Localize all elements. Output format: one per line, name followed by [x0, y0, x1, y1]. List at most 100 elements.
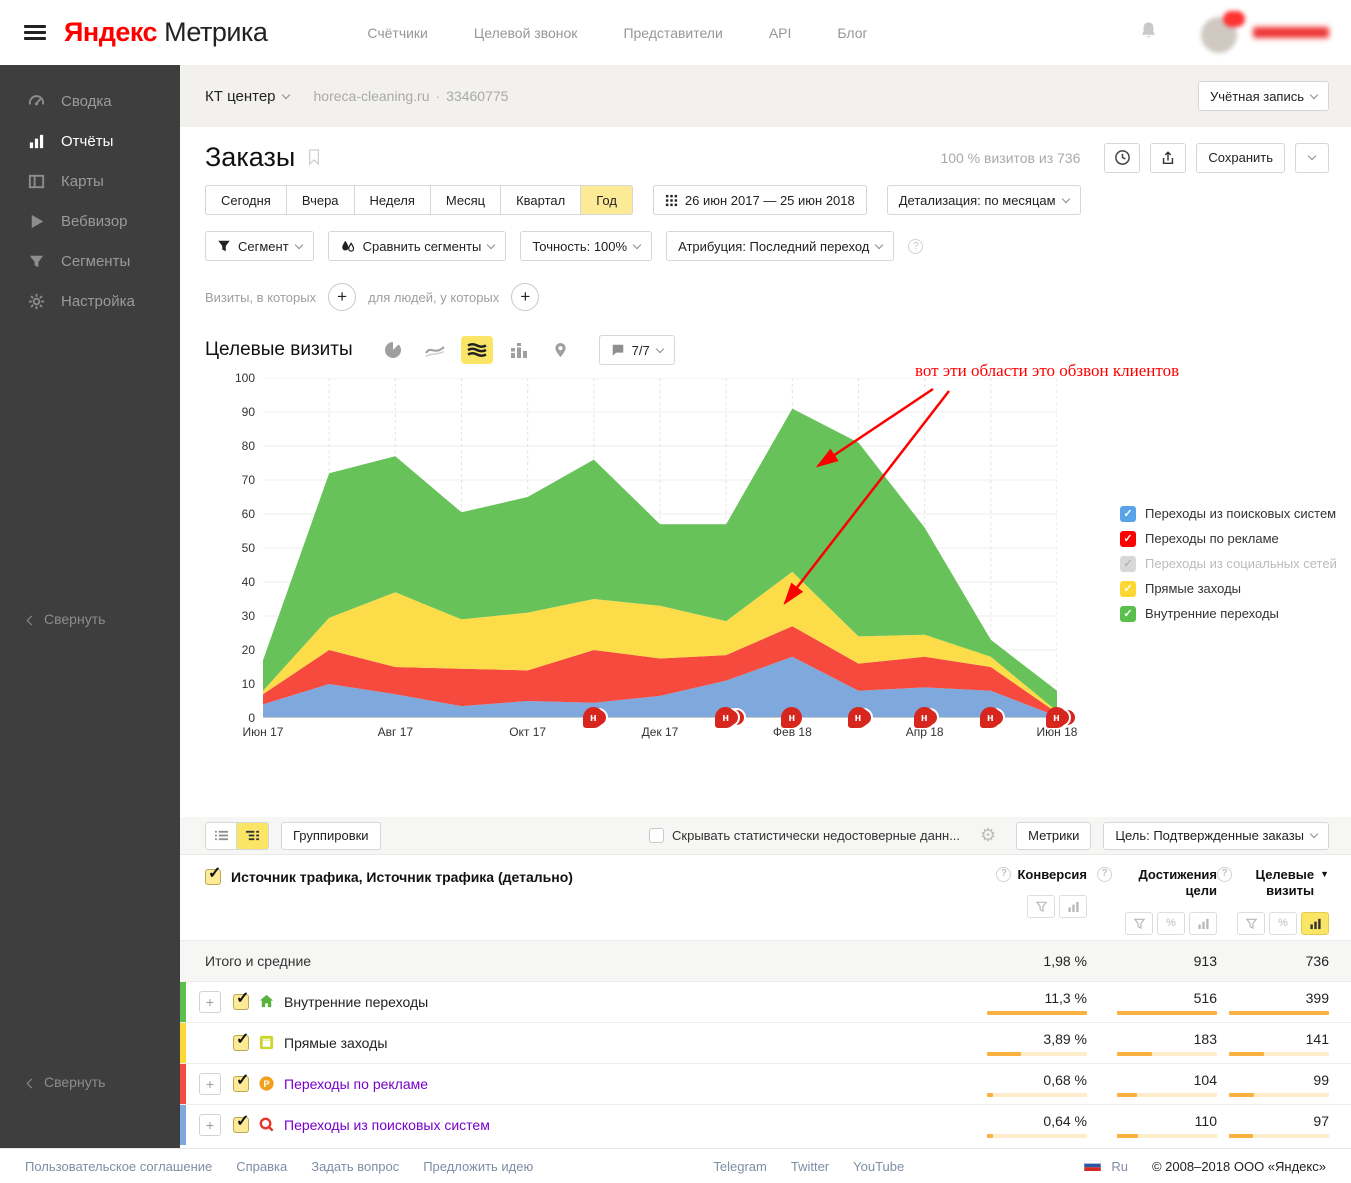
- row-label[interactable]: Переходы из поисковых систем: [284, 1117, 927, 1133]
- menu-icon[interactable]: [24, 22, 46, 44]
- footer-link-3[interactable]: Задать вопрос: [311, 1159, 399, 1174]
- comments-button[interactable]: 7/7: [599, 335, 675, 365]
- chart-note-marker-6[interactable]: н: [980, 707, 1001, 728]
- legend-checkbox[interactable]: ✓: [1120, 581, 1136, 597]
- sidebar-item-5[interactable]: Сегменты: [0, 241, 180, 281]
- legend-checkbox[interactable]: ✓: [1120, 506, 1136, 522]
- filter-tool-icon[interactable]: [1027, 895, 1055, 918]
- footer-link-1[interactable]: Пользовательское соглашение: [25, 1159, 212, 1174]
- view-list-button[interactable]: [205, 822, 237, 850]
- account-button[interactable]: Учётная запись: [1198, 81, 1329, 111]
- collapse-sidebar-button-2[interactable]: Свернуть: [28, 1074, 105, 1090]
- attribution-button[interactable]: Атрибуция: Последний переход: [666, 231, 894, 261]
- help-icon[interactable]: ?: [996, 867, 1011, 882]
- sidebar-item-1[interactable]: Сводка: [0, 81, 180, 121]
- goal-selector-button[interactable]: Цель: Подтвержденные заказы: [1103, 822, 1329, 850]
- checkbox-unchecked[interactable]: [649, 828, 664, 843]
- percent-tool-icon[interactable]: %: [1269, 912, 1297, 935]
- footer-social-2[interactable]: Twitter: [791, 1159, 829, 1174]
- date-range-button[interactable]: 26 июн 2017 — 25 июн 2018: [653, 185, 867, 215]
- compare-segments-button[interactable]: Сравнить сегменты: [328, 231, 507, 261]
- chart-type-pie-icon[interactable]: [377, 336, 409, 364]
- groupings-button[interactable]: Группировки: [281, 822, 381, 850]
- bars-tool-icon[interactable]: [1301, 912, 1329, 935]
- row-label[interactable]: Внутренние переходы: [284, 994, 927, 1010]
- legend-item-3[interactable]: ✓Переходы из социальных сетей: [1120, 555, 1337, 572]
- filter-tool-icon[interactable]: [1125, 912, 1153, 935]
- legend-checkbox[interactable]: ✓: [1120, 531, 1136, 547]
- period-button-2[interactable]: Вчера: [287, 185, 355, 215]
- add-people-condition-button[interactable]: +: [511, 283, 539, 311]
- expand-row-button[interactable]: +: [199, 991, 221, 1013]
- expand-row-button[interactable]: +: [199, 1073, 221, 1095]
- legend-checkbox[interactable]: ✓: [1120, 606, 1136, 622]
- view-tree-button[interactable]: [237, 822, 269, 850]
- period-button-3[interactable]: Неделя: [355, 185, 431, 215]
- chart-note-marker-5[interactable]: н: [914, 707, 935, 728]
- counter-selector[interactable]: КТ центер: [205, 88, 289, 105]
- nav-item-2[interactable]: Целевой звонок: [474, 25, 578, 41]
- chart-plot[interactable]: [263, 378, 1057, 718]
- nav-item-3[interactable]: Представители: [623, 25, 722, 41]
- help-icon[interactable]: ?: [1217, 867, 1232, 882]
- chart-note-marker-4[interactable]: н: [848, 707, 869, 728]
- row-checkbox[interactable]: [233, 994, 249, 1010]
- row-label[interactable]: Прямые заходы: [284, 1035, 927, 1051]
- sort-desc-icon[interactable]: ▼: [1320, 869, 1329, 880]
- dimension-checkbox[interactable]: [205, 869, 221, 885]
- add-visit-condition-button[interactable]: +: [328, 283, 356, 311]
- chart-note-marker-1[interactable]: н: [583, 707, 604, 728]
- period-button-1[interactable]: Сегодня: [205, 185, 287, 215]
- history-button[interactable]: [1104, 143, 1140, 173]
- logo[interactable]: Яндекс Метрика: [64, 17, 267, 48]
- row-label[interactable]: Переходы по рекламе: [284, 1076, 927, 1092]
- chart-note-marker-7[interactable]: н: [1046, 707, 1067, 728]
- sidebar-item-3[interactable]: Карты: [0, 161, 180, 201]
- sidebar-item-4[interactable]: Вебвизор: [0, 201, 180, 241]
- help-icon[interactable]: ?: [908, 239, 923, 254]
- footer-social-3[interactable]: YouTube: [853, 1159, 904, 1174]
- nav-item-4[interactable]: API: [769, 25, 792, 41]
- save-button[interactable]: Сохранить: [1196, 143, 1285, 173]
- legend-item-2[interactable]: ✓Переходы по рекламе: [1120, 530, 1337, 547]
- row-checkbox[interactable]: [233, 1117, 249, 1133]
- nav-item-5[interactable]: Блог: [837, 25, 867, 41]
- table-settings-gear-icon[interactable]: ⚙: [980, 825, 996, 846]
- save-dropdown-button[interactable]: [1295, 143, 1329, 173]
- nav-item-1[interactable]: Счётчики: [367, 25, 428, 41]
- period-button-4[interactable]: Месяц: [431, 185, 501, 215]
- chart-type-map-icon[interactable]: [545, 336, 577, 364]
- filter-tool-icon[interactable]: [1237, 912, 1265, 935]
- bars-tool-icon[interactable]: [1189, 912, 1217, 935]
- period-button-5[interactable]: Квартал: [501, 185, 581, 215]
- legend-item-1[interactable]: ✓Переходы из поисковых систем: [1120, 505, 1337, 522]
- user-name-redacted[interactable]: [1253, 27, 1329, 38]
- chart-note-marker-2[interactable]: н: [715, 707, 736, 728]
- detail-level-button[interactable]: Детализация: по месяцам: [887, 185, 1081, 215]
- export-button[interactable]: [1150, 143, 1186, 173]
- row-checkbox[interactable]: [233, 1076, 249, 1092]
- hide-unreliable-checkbox[interactable]: Скрывать статистически недостоверные дан…: [649, 828, 960, 843]
- chart-type-columns-icon[interactable]: [503, 336, 535, 364]
- notifications-bell-icon[interactable]: [1138, 20, 1159, 46]
- metrics-button[interactable]: Метрики: [1016, 822, 1091, 850]
- footer-link-2[interactable]: Справка: [236, 1159, 287, 1174]
- expand-row-button[interactable]: +: [199, 1114, 221, 1136]
- sidebar-item-2[interactable]: Отчёты: [0, 121, 180, 161]
- percent-tool-icon[interactable]: %: [1157, 912, 1185, 935]
- help-icon[interactable]: ?: [1097, 867, 1112, 882]
- accuracy-button[interactable]: Точность: 100%: [520, 231, 652, 261]
- sidebar-item-6[interactable]: Настройка: [0, 281, 180, 321]
- bars-tool-icon[interactable]: [1059, 895, 1087, 918]
- avatar[interactable]: [1201, 13, 1241, 53]
- chart-type-stacked-area-icon[interactable]: [461, 336, 493, 364]
- row-checkbox[interactable]: [233, 1035, 249, 1051]
- legend-item-4[interactable]: ✓Прямые заходы: [1120, 580, 1337, 597]
- chart-type-line-icon[interactable]: [419, 336, 451, 364]
- collapse-sidebar-button[interactable]: Свернуть: [28, 611, 105, 627]
- footer-social-1[interactable]: Telegram: [713, 1159, 766, 1174]
- bookmark-icon[interactable]: [307, 148, 321, 171]
- segment-button[interactable]: Сегмент: [205, 231, 314, 261]
- footer-link-4[interactable]: Предложить идею: [423, 1159, 533, 1174]
- language-selector[interactable]: Ru: [1111, 1159, 1128, 1174]
